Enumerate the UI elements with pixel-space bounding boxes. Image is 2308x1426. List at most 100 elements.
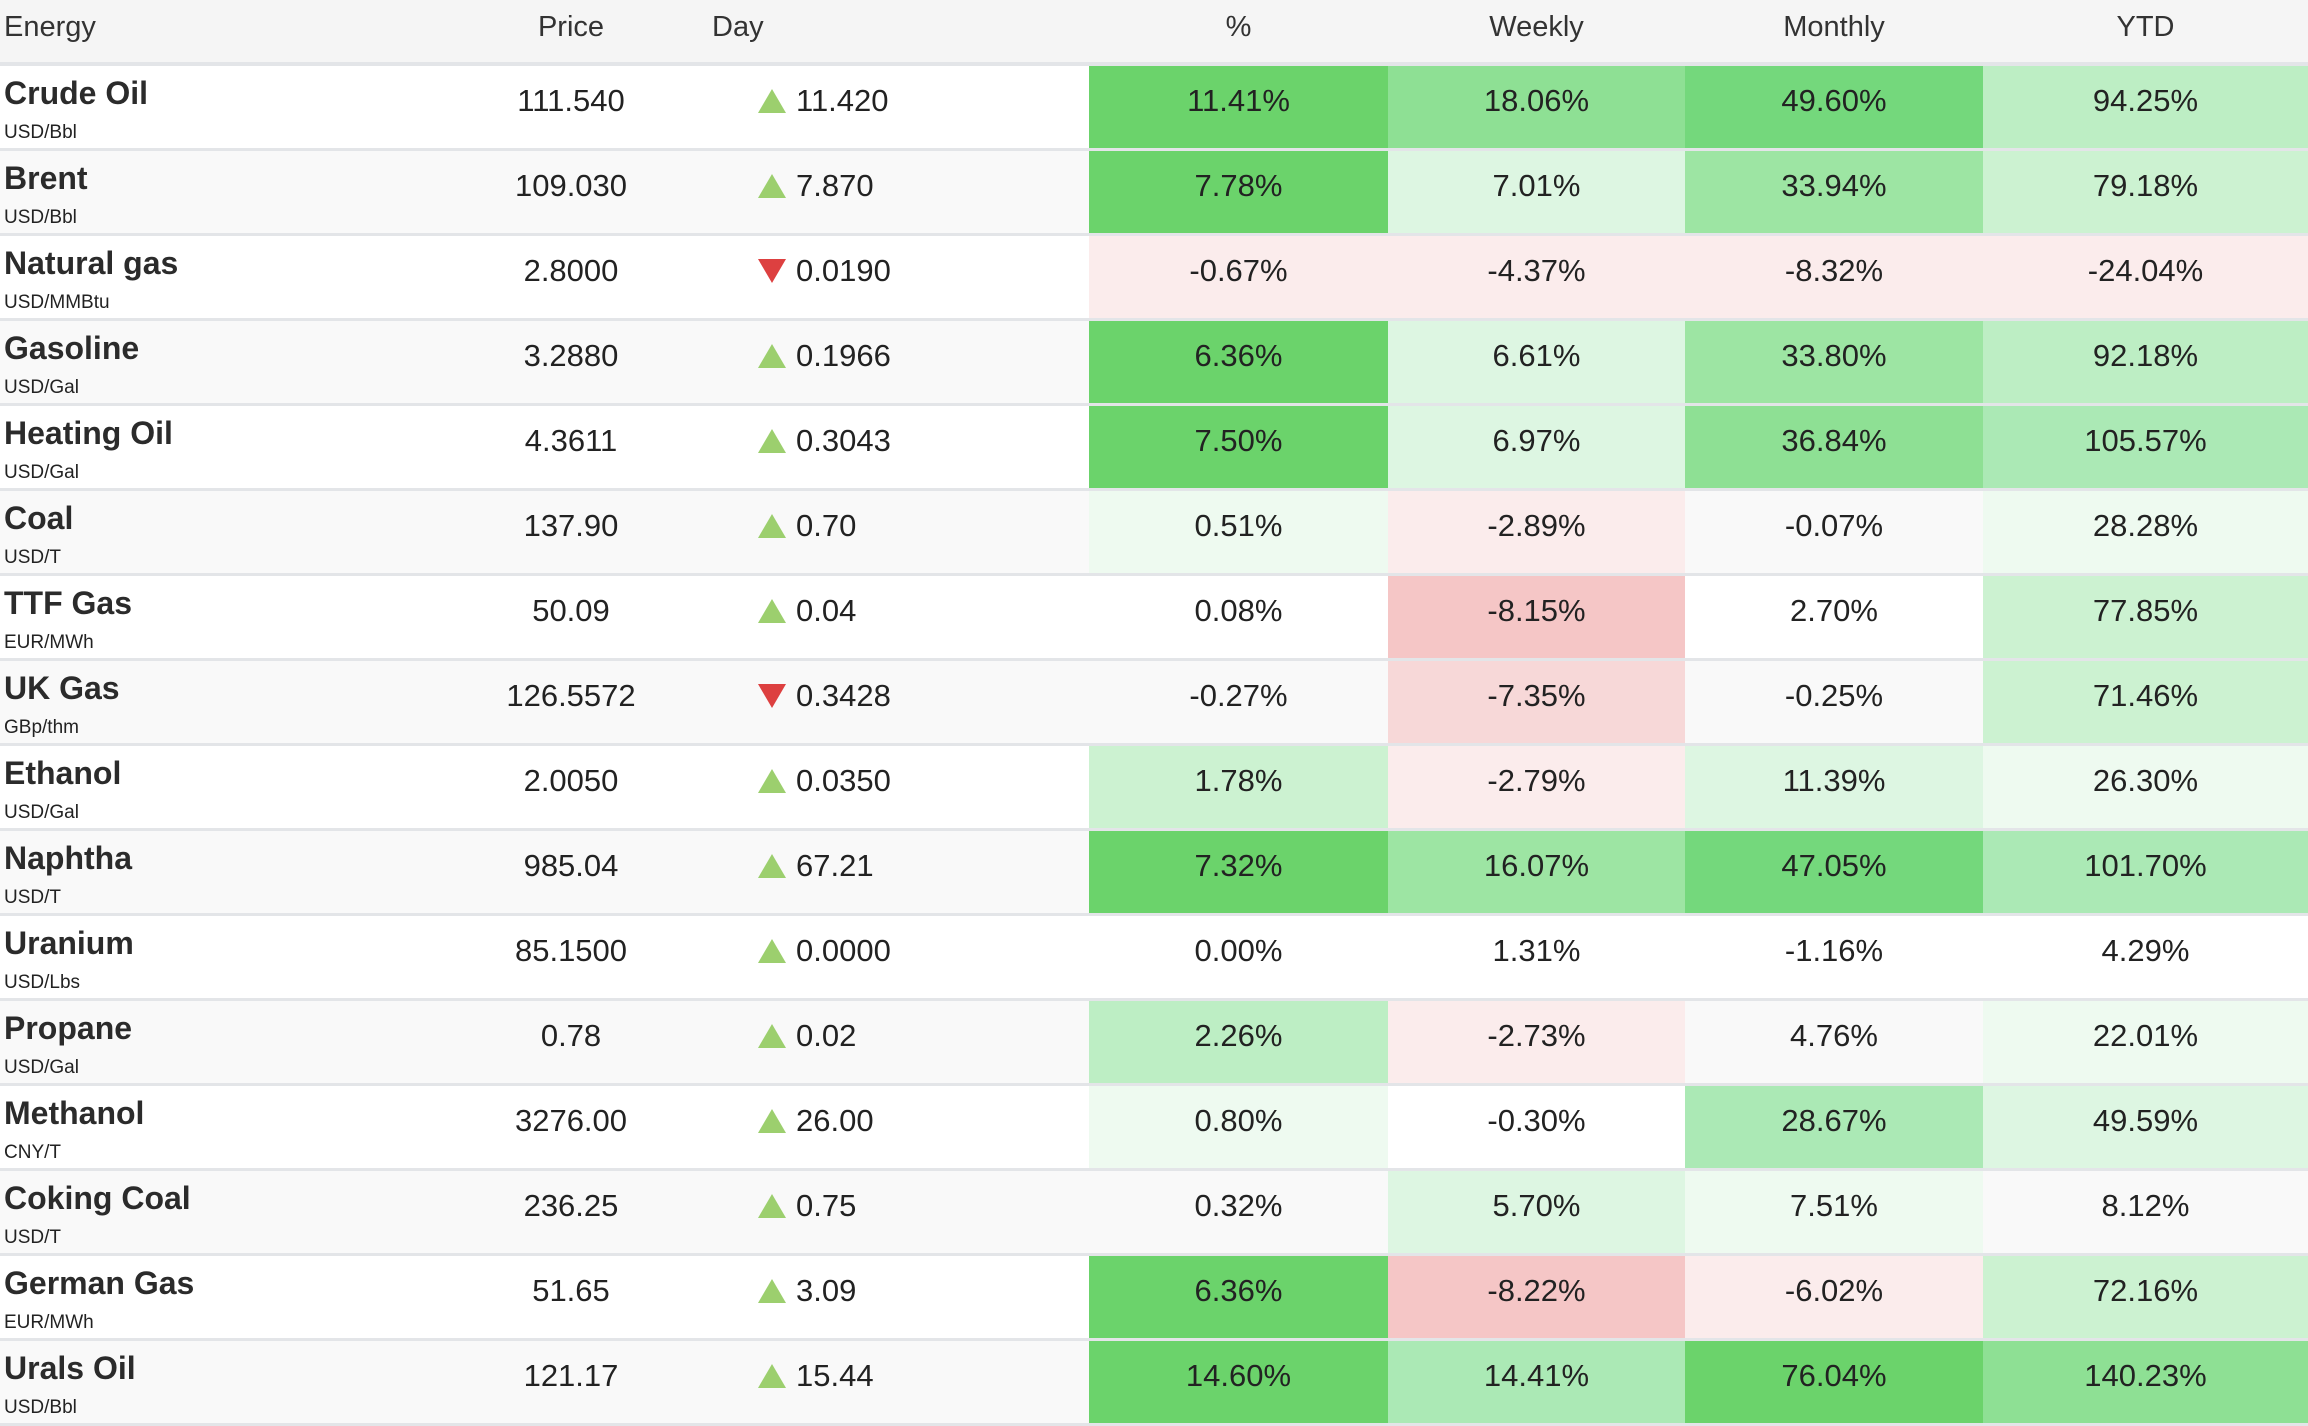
header-weekly[interactable]: Weekly (1489, 11, 1584, 43)
commodity-name[interactable]: Coal (4, 500, 74, 536)
weekly-cell: 5.70% (1388, 1171, 1685, 1253)
triangle-up-icon (758, 344, 786, 368)
commodity-cell: Coal USD/T (0, 491, 430, 573)
ytd-value: 72.16% (2092, 1273, 2199, 1308)
table-row[interactable]: Heating Oil USD/Gal 4.3611 0.3043 7.50% 6.… (0, 406, 2308, 491)
weekly-cell: -4.37% (1388, 236, 1685, 318)
commodity-unit: GBp/thm (4, 717, 79, 738)
table-row[interactable]: Ethanol USD/Gal 2.0050 0.0350 1.78% -2.79%… (0, 746, 2308, 831)
commodity-cell: Crude Oil USD/Bbl (0, 66, 430, 148)
pct-cell: 0.51% (1089, 491, 1388, 573)
pct-cell: 0.00% (1089, 916, 1388, 998)
price-value: 4.3611 (524, 423, 618, 458)
price-value: 2.8000 (523, 253, 619, 288)
header-monthly[interactable]: Monthly (1783, 11, 1885, 43)
ytd-value: 71.46% (2092, 678, 2199, 713)
triangle-up-icon (758, 514, 786, 538)
table-row[interactable]: Uranium USD/Lbs 85.1500 0.0000 0.00% 1.31%… (0, 916, 2308, 1001)
price-cell: 85.1500 (430, 916, 712, 998)
commodity-name[interactable]: Ethanol (4, 755, 122, 791)
header-ytd[interactable]: YTD (2116, 11, 2175, 43)
commodity-unit: USD/Bbl (4, 122, 77, 143)
day-change-value: 0.3043 (796, 423, 891, 458)
triangle-up-icon (758, 939, 786, 963)
price-cell: 3.2880 (430, 321, 712, 403)
table-row[interactable]: TTF Gas EUR/MWh 50.09 0.04 0.08% -8.15% 2.7… (0, 576, 2308, 661)
commodity-name[interactable]: UK Gas (4, 670, 120, 706)
commodity-unit: USD/MMBtu (4, 292, 110, 313)
commodity-name[interactable]: Gasoline (4, 330, 140, 366)
header-percent[interactable]: % (1225, 11, 1252, 43)
weekly-value: -8.22% (1487, 1273, 1586, 1308)
ytd-cell: 77.85% (1983, 576, 2308, 658)
ytd-cell: 101.70% (1983, 831, 2308, 913)
pct-cell: 6.36% (1089, 321, 1388, 403)
ytd-cell: 22.01% (1983, 1001, 2308, 1083)
ytd-value: 77.85% (2092, 593, 2199, 628)
header-day[interactable]: Day (712, 11, 764, 43)
price-cell: 126.5572 (430, 661, 712, 743)
commodity-name[interactable]: German Gas (4, 1265, 195, 1301)
commodity-name[interactable]: Urals Oil (4, 1350, 136, 1386)
ytd-cell: 140.23% (1983, 1341, 2308, 1423)
pct-value: 7.50% (1194, 423, 1283, 458)
table-row[interactable]: German Gas EUR/MWh 51.65 3.09 6.36% -8.22%… (0, 1256, 2308, 1341)
weekly-value: -7.35% (1487, 678, 1586, 713)
day-change-value: 0.0190 (796, 253, 891, 288)
table-row[interactable]: Urals Oil USD/Bbl 121.17 15.44 14.60% 14.4… (0, 1341, 2308, 1426)
table-row[interactable]: UK Gas GBp/thm 126.5572 0.3428 -0.27% -7.3… (0, 661, 2308, 746)
commodity-name[interactable]: Coking Coal (4, 1180, 191, 1216)
table-row[interactable]: Gasoline USD/Gal 3.2880 0.1966 6.36% 6.61%… (0, 321, 2308, 406)
pct-value: 0.51% (1194, 508, 1283, 543)
ytd-cell: 28.28% (1983, 491, 2308, 573)
commodity-name[interactable]: Crude Oil (4, 75, 149, 111)
header-price[interactable]: Price (537, 11, 605, 43)
commodity-name[interactable]: Methanol (4, 1095, 145, 1131)
commodity-cell: Natural gas USD/MMBtu (0, 236, 430, 318)
commodity-name[interactable]: TTF Gas (4, 585, 133, 621)
pct-value: -0.27% (1189, 678, 1288, 713)
header-energy[interactable]: Energy (4, 11, 96, 43)
commodity-name[interactable]: Naphtha (4, 840, 132, 876)
commodity-name[interactable]: Brent (4, 160, 88, 196)
triangle-down-icon (758, 259, 786, 283)
ytd-value: 79.18% (2092, 168, 2199, 203)
day-cell: 3.09 (712, 1256, 1089, 1338)
monthly-cell: 47.05% (1685, 831, 1983, 913)
ytd-value: 8.12% (2101, 1188, 2190, 1223)
table-row[interactable]: Brent USD/Bbl 109.030 7.870 7.78% 7.01% 33.… (0, 151, 2308, 236)
ytd-value: 92.18% (2092, 338, 2199, 373)
table-row[interactable]: Coal USD/T 137.90 0.70 0.51% -2.89% -0.07% 2… (0, 491, 2308, 576)
price-cell: 121.17 (430, 1341, 712, 1423)
table-row[interactable]: Methanol CNY/T 3276.00 26.00 0.80% -0.30% 2… (0, 1086, 2308, 1171)
monthly-value: 11.39% (1782, 763, 1886, 798)
commodity-name[interactable]: Uranium (4, 925, 134, 961)
monthly-value: 7.51% (1790, 1188, 1878, 1223)
ytd-value: 28.28% (2092, 508, 2199, 543)
commodity-name[interactable]: Propane (4, 1010, 133, 1046)
ytd-cell: -24.04% (1983, 236, 2308, 318)
day-cell: 0.0000 (712, 916, 1089, 998)
table-row[interactable]: Coking Coal USD/T 236.25 0.75 0.32% 5.70% 7… (0, 1171, 2308, 1256)
ytd-value: 101.70% (2084, 848, 2207, 883)
table-row[interactable]: Natural gas USD/MMBtu 2.8000 0.0190 -0.67… (0, 236, 2308, 321)
pct-value: 7.78% (1194, 168, 1283, 203)
commodity-name[interactable]: Natural gas (4, 245, 179, 281)
day-cell: 0.3428 (712, 661, 1089, 743)
commodity-name[interactable]: Heating Oil (4, 415, 173, 451)
weekly-value: 6.97% (1492, 423, 1581, 458)
ytd-cell: 105.57% (1983, 406, 2308, 488)
table-row[interactable]: Crude Oil USD/Bbl 111.540 11.420 11.41% 18… (0, 66, 2308, 151)
commodity-cell: Brent USD/Bbl (0, 151, 430, 233)
commodity-cell: Ethanol USD/Gal (0, 746, 430, 828)
weekly-cell: -2.79% (1388, 746, 1685, 828)
triangle-up-icon (758, 429, 786, 453)
monthly-value: 47.05% (1781, 848, 1887, 883)
table-row[interactable]: Naphtha USD/T 985.04 67.21 7.32% 16.07% 47.… (0, 831, 2308, 916)
weekly-cell: 6.61% (1388, 321, 1685, 403)
ytd-value: 105.57% (2084, 423, 2207, 458)
commodity-cell: Naphtha USD/T (0, 831, 430, 913)
table-row[interactable]: Propane USD/Gal 0.78 0.02 2.26% -2.73% 4.76… (0, 1001, 2308, 1086)
triangle-up-icon (758, 769, 786, 793)
commodity-unit: USD/T (4, 547, 61, 568)
